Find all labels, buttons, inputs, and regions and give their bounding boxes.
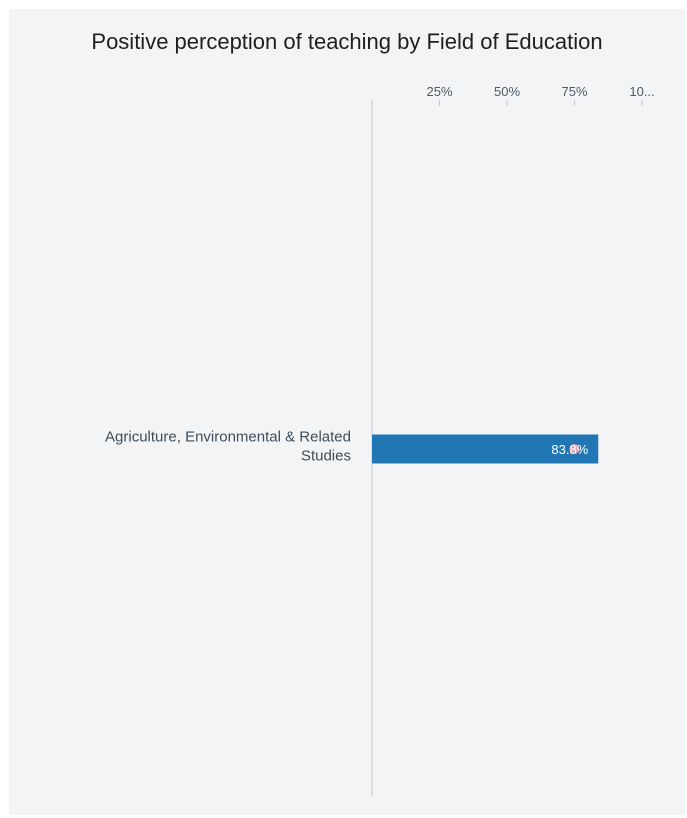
chart-panel: Positive perception of teaching by Field… (9, 9, 685, 815)
chart-title: Positive perception of teaching by Field… (91, 29, 603, 54)
benchmark-marker (569, 444, 580, 454)
x-tick-label: 10... (629, 84, 654, 99)
x-tick-label: 25% (426, 84, 452, 99)
bar-data-label: 83.8% (551, 442, 588, 457)
x-tick-label: 75% (561, 84, 587, 99)
bar-chart: 25% 50% 75% 10... 83.8% Agriculture, Environm… (105, 84, 655, 796)
category-label: Studies (301, 448, 351, 465)
category-label: Agriculture, Environmental & Related (105, 429, 351, 446)
x-tick-label: 50% (494, 84, 520, 99)
bar (372, 434, 599, 464)
